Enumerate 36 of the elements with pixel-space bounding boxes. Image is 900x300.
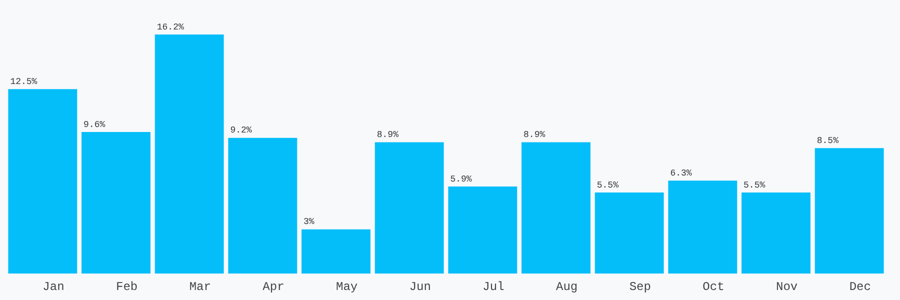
data-label: 9.2% [230, 126, 252, 136]
data-label: 3% [304, 217, 315, 228]
data-label: 9.6% [84, 120, 106, 130]
data-label: 5.5% [596, 180, 620, 190]
data-label: 12.5% [10, 77, 38, 88]
x-tick-label: Nov [776, 280, 798, 294]
bar [302, 229, 370, 274]
bar [82, 132, 150, 274]
x-tick-label: Jul [482, 280, 504, 294]
data-label: 8.9% [376, 130, 400, 140]
data-label: 6.3% [670, 168, 692, 179]
bar [814, 148, 884, 274]
x-tick-label: May [336, 280, 358, 294]
data-label: 5.9% [450, 174, 472, 184]
x-tick-label: Jan [42, 280, 64, 294]
bar [742, 192, 810, 274]
x-tick-label: Oct [702, 280, 724, 294]
bar [668, 180, 738, 274]
bar [8, 89, 78, 274]
data-label: 5.5% [744, 180, 766, 190]
x-tick-label: Jun [409, 280, 431, 294]
bar [154, 34, 224, 274]
x-tick-label: Mar [189, 280, 211, 294]
x-tick-label: Feb [116, 280, 138, 294]
bar [522, 142, 590, 274]
x-tick-label: Apr [262, 280, 284, 294]
bar [594, 192, 664, 274]
x-tick-label: Dec [849, 280, 871, 294]
data-label: 8.5% [816, 136, 840, 146]
data-label: 16.2% [156, 22, 184, 32]
data-label: 8.9% [524, 130, 546, 140]
x-tick-label: Sep [629, 280, 651, 294]
bar [374, 142, 444, 274]
x-tick-label: Aug [556, 280, 578, 294]
bar [448, 186, 518, 274]
bar [228, 138, 298, 274]
